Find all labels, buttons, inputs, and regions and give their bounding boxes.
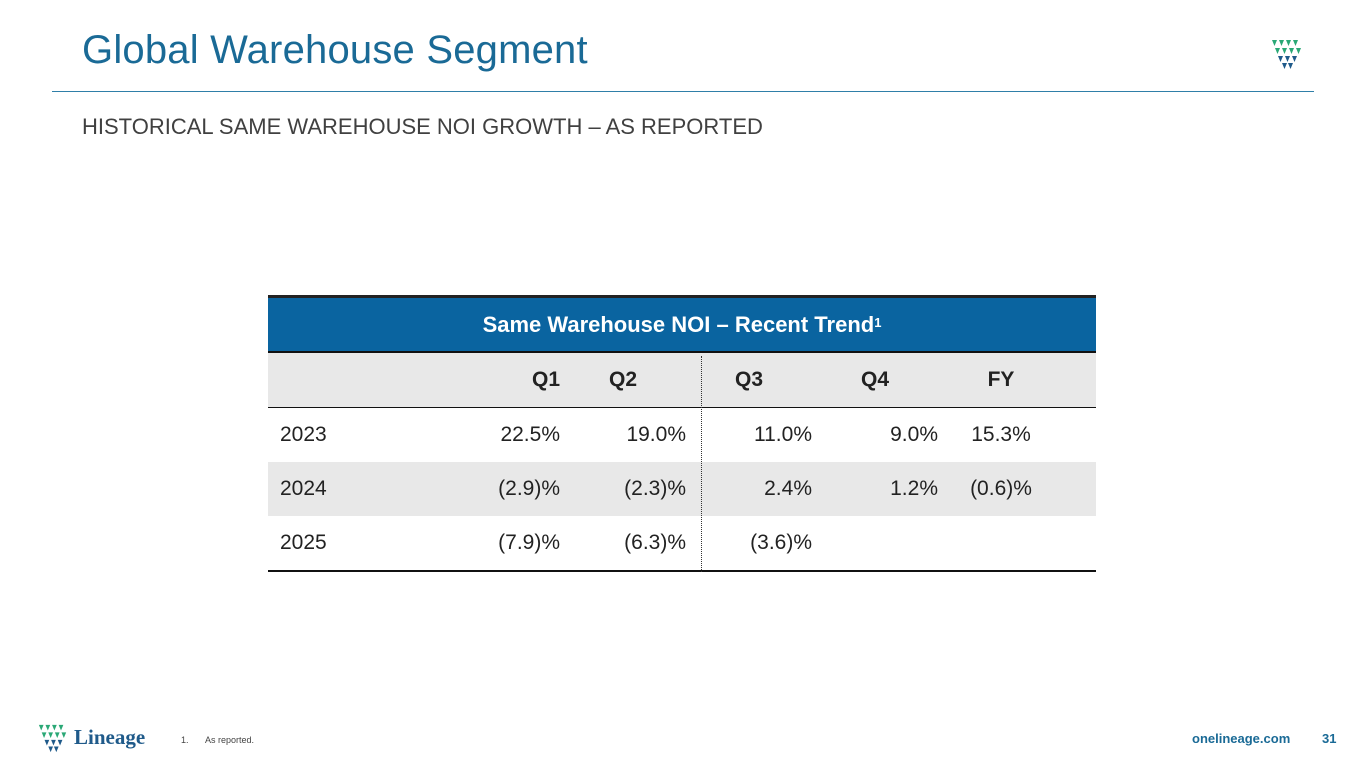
row-year: 2023 [280,423,327,446]
cell-q2: (2.3)% [624,477,686,500]
website-link[interactable]: onelineage.com [1192,731,1291,746]
title-divider [52,91,1314,92]
footnote-marker: 1 [874,315,882,330]
cell-fy: 15.3% [971,423,1031,446]
cell-q1: 22.5% [500,423,560,446]
footer-logo: Lineage [36,722,166,754]
cell-q1: (2.9)% [498,477,560,500]
column-header-q1: Q1 [531,368,560,391]
brand-name: Lineage [74,725,146,749]
lineage-logo-icon [1272,40,1301,69]
cell-q2: 19.0% [626,423,686,446]
table-row: 2025 (7.9)% (6.3)% (3.6)% [268,516,1096,572]
cell-q3: (3.6)% [750,531,812,554]
column-header-q4: Q4 [860,368,889,391]
footnote-text: As reported. [205,735,255,745]
column-header-fy: FY [987,368,1015,391]
row-year: 2024 [280,477,327,500]
cell-q1: (7.9)% [498,531,560,554]
cell-q3: 11.0% [754,423,812,446]
table-row: 2023 22.5% 19.0% 11.0% 9.0% 15.3% [268,408,1096,462]
page-number: 31 [1322,731,1337,746]
cell-q2: (6.3)% [624,531,686,554]
noi-trend-table: Same Warehouse NOI – Recent Trend 1 Q1 Q2… [268,295,1096,572]
column-header-q2: Q2 [608,368,637,391]
table-header-row: Q1 Q2 Q3 Q4 FY [268,353,1096,408]
section-subtitle: HISTORICAL SAME WAREHOUSE NOI GROWTH – A… [82,114,763,139]
footnote-number: 1. [181,735,189,745]
row-year: 2025 [280,531,327,554]
cell-q4: 9.0% [890,423,938,446]
table-title-text: Same Warehouse NOI – Recent Trend [482,311,875,337]
cell-q4: 1.2% [890,477,938,500]
page-title: Global Warehouse Segment [82,28,588,72]
fy-column-divider [701,356,702,572]
column-header-q3: Q3 [734,368,763,391]
footnote: 1. As reported. [181,735,254,745]
table-title: Same Warehouse NOI – Recent Trend 1 [268,295,1096,353]
table-row: 2024 (2.9)% (2.3)% 2.4% 1.2% (0.6)% [268,462,1096,516]
cell-fy: (0.6)% [970,477,1032,500]
cell-q3: 2.4% [764,477,812,500]
lineage-logo-icon [38,724,67,753]
